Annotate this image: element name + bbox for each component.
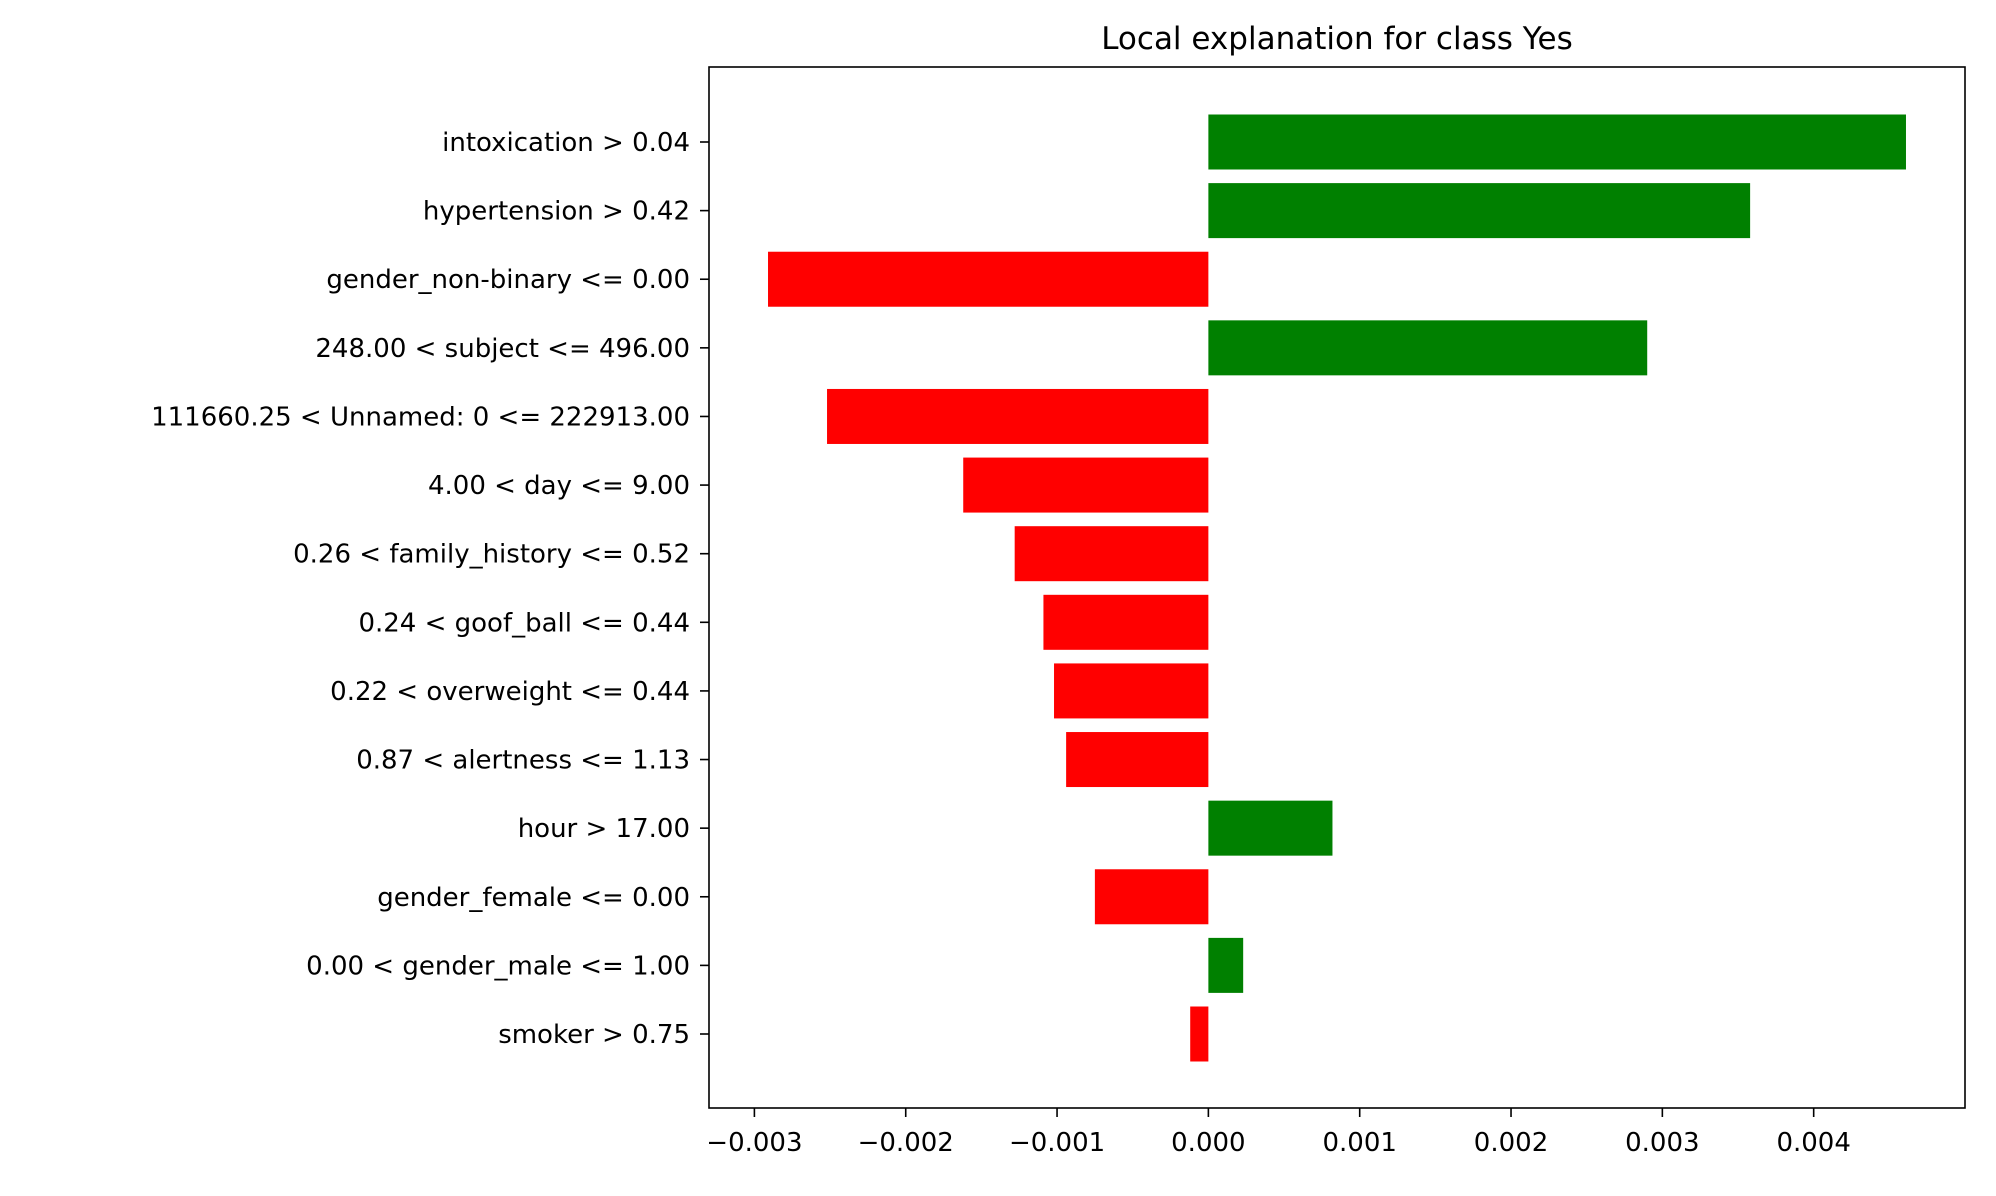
bar-6 (1014, 526, 1209, 582)
bar-4 (827, 388, 1209, 444)
x-tick-label-7: 0.004 (1776, 1128, 1850, 1158)
y-tick-label-11: gender_female <= 0.00 (377, 883, 690, 913)
x-tick-label-5: 0.002 (1474, 1128, 1548, 1158)
y-tick-label-0: intoxication > 0.04 (442, 128, 690, 158)
x-tick-label-1: −0.002 (858, 1128, 954, 1158)
bar-9 (1066, 732, 1209, 788)
bar-3 (1208, 320, 1648, 376)
y-tick-label-13: smoker > 0.75 (498, 1020, 690, 1050)
y-tick-label-3: 248.00 < subject <= 496.00 (315, 334, 690, 364)
y-tick-label-1: hypertension > 0.42 (423, 197, 690, 227)
y-tick-label-9: 0.87 < alertness <= 1.13 (356, 746, 690, 776)
y-tick-label-7: 0.24 < goof_ball <= 0.44 (358, 608, 690, 638)
bar-12 (1208, 937, 1244, 993)
bar-10 (1208, 800, 1333, 856)
y-tick-label-4: 111660.25 < Unnamed: 0 <= 222913.00 (151, 402, 690, 432)
x-tick-label-3: 0.000 (1171, 1128, 1245, 1158)
y-tick-label-2: gender_non-binary <= 0.00 (326, 265, 690, 295)
plot-frame (708, 66, 1966, 1109)
y-tick-label-6: 0.26 < family_history <= 0.52 (293, 540, 690, 570)
bar-8 (1054, 663, 1209, 719)
bar-11 (1094, 869, 1209, 925)
x-tick-label-4: 0.001 (1322, 1128, 1396, 1158)
bar-5 (963, 457, 1209, 513)
bar-1 (1208, 183, 1751, 239)
x-tick-label-6: 0.003 (1625, 1128, 1699, 1158)
chart-title: Local explanation for class Yes (1101, 21, 1573, 57)
bar-0 (1208, 114, 1906, 170)
x-axis: −0.003 −0.002 −0.001 0.000 0.001 0.002 0.003 0.… (706, 1108, 1851, 1158)
bar-2 (768, 251, 1209, 307)
x-tick-label-0: −0.003 (706, 1128, 802, 1158)
x-tick-label-2: −0.001 (1009, 1128, 1105, 1158)
y-tick-label-12: 0.00 < gender_male <= 1.00 (306, 951, 690, 981)
bars-layer (768, 114, 1906, 1062)
y-tick-labels: intoxication > 0.04 hypertension > 0.42 ge… (151, 128, 709, 1050)
bar-7 (1043, 594, 1209, 650)
bar-13 (1190, 1006, 1209, 1062)
y-tick-label-8: 0.22 < overweight <= 0.44 (330, 677, 690, 707)
y-tick-label-10: hour > 17.00 (518, 814, 690, 844)
y-tick-label-5: 4.00 < day <= 9.00 (428, 471, 690, 501)
